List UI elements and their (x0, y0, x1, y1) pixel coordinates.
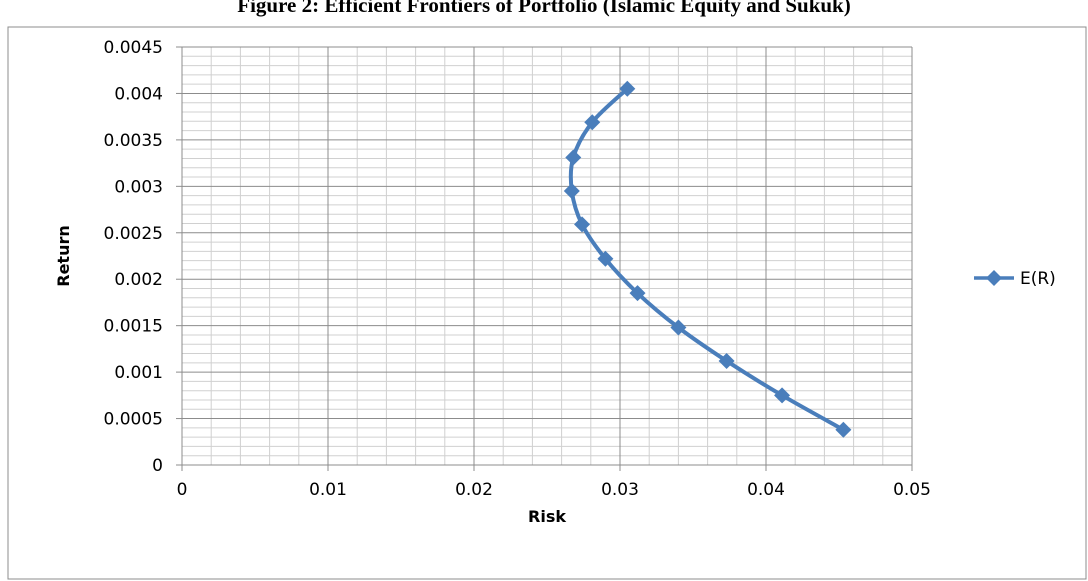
x-tick-labels: 0 0.01 0.02 0.03 0.04 0.05 (177, 480, 931, 500)
y-axis-title: Return (54, 225, 73, 287)
data-point (574, 216, 591, 233)
axes (176, 46, 913, 471)
x-tick-label: 0.04 (747, 480, 785, 500)
y-tick-label: 0.0025 (104, 224, 163, 244)
x-tick-label: 0 (177, 480, 188, 500)
grid-minor (182, 47, 912, 465)
data-point (563, 182, 580, 199)
x-axis-title: Risk (528, 507, 566, 526)
x-tick-label: 0.02 (455, 480, 493, 500)
y-tick-label: 0.002 (114, 270, 163, 290)
y-tick-label: 0.0015 (104, 317, 163, 337)
y-tick-label: 0.003 (114, 177, 163, 197)
y-tick-label: 0.004 (114, 84, 163, 104)
y-tick-labels: 0 0.0005 0.001 0.0015 0.002 0.0025 0.003 0.0035… (104, 38, 163, 476)
x-tick-label: 0.01 (309, 480, 347, 500)
legend: E(R) (974, 269, 1056, 289)
data-point (718, 352, 735, 369)
y-tick-label: 0.001 (114, 363, 163, 383)
y-tick-label: 0 (152, 456, 163, 476)
plot-area (182, 47, 912, 465)
series-layer (563, 80, 852, 438)
y-tick-label: 0.0045 (104, 38, 163, 58)
legend-label: E(R) (1020, 269, 1056, 289)
data-point (584, 114, 601, 131)
x-tick-label: 0.03 (601, 480, 639, 500)
page-title: Figure 2: Efficient Frontiers of Portfol… (237, 0, 851, 17)
data-point (565, 149, 582, 166)
y-tick-label: 0.0035 (104, 131, 163, 151)
data-point (774, 387, 791, 404)
y-tick-label: 0.0005 (104, 410, 163, 430)
data-point (619, 80, 636, 97)
data-point (835, 421, 852, 438)
data-point (670, 319, 687, 336)
data-point (629, 285, 646, 302)
legend-marker (986, 270, 1002, 286)
x-tick-label: 0.05 (893, 480, 931, 500)
data-point (597, 250, 614, 267)
